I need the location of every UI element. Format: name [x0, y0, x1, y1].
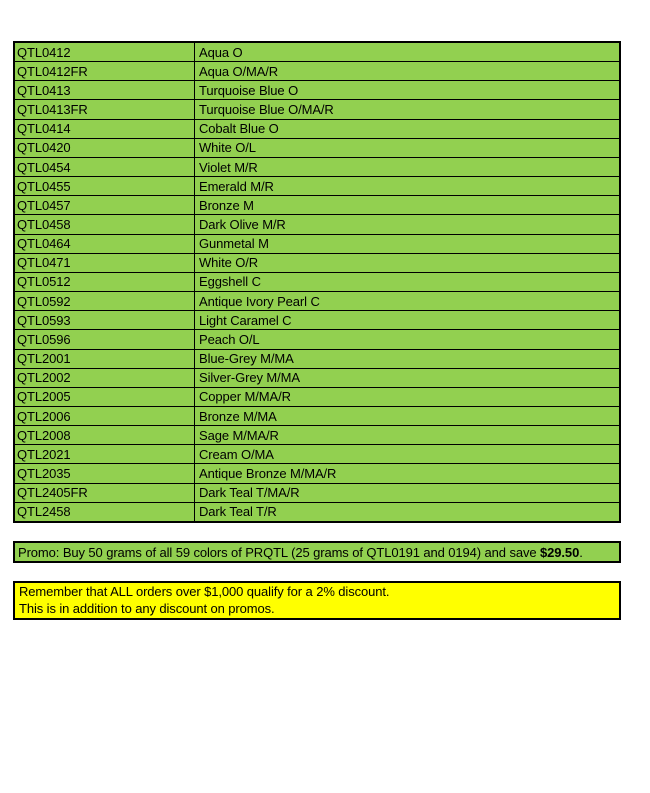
code-cell: QTL0457 — [15, 196, 195, 215]
table-row: QTL2405FR Dark Teal T/MA/R — [15, 482, 619, 502]
promo-text-end: . — [579, 544, 583, 560]
code-cell: QTL2006 — [15, 406, 195, 426]
description-cell: Dark Teal T/R — [199, 504, 277, 520]
note-line: Remember that ALL orders over $1,000 qua… — [19, 584, 390, 599]
table-row: QTL0413FR Turquoise Blue O/MA/R — [15, 99, 619, 119]
table-row: QTL0420 White O/L — [15, 137, 619, 157]
description-cell: Antique Ivory Pearl C — [199, 293, 320, 309]
description-cell: Eggshell C — [199, 274, 261, 290]
description-cell: Blue-Grey M/MA — [199, 351, 294, 367]
code-cell: QTL2005 — [15, 387, 195, 406]
table-row: QTL0414 Cobalt Blue O — [15, 118, 619, 138]
code-cell: QTL0471 — [15, 253, 195, 272]
code-cell: QTL0420 — [15, 138, 195, 157]
table-row: QTL0512 Eggshell C — [15, 271, 619, 292]
description-cell: Dark Olive M/R — [199, 216, 286, 232]
table-row: QTL0454 Violet M/R — [15, 156, 619, 177]
code-cell: QTL2008 — [15, 426, 195, 445]
code-cell: QTL0464 — [15, 234, 195, 253]
description-cell: Turquoise Blue O — [199, 82, 299, 98]
description-cell: White O/R — [199, 255, 259, 271]
code-cell: QTL2021 — [15, 445, 195, 464]
code-cell: QTL2002 — [15, 368, 195, 387]
table-row: QTL2006 Bronze M/MA — [15, 405, 619, 426]
table-row: QTL0412FR Aqua O/MA/R — [15, 61, 619, 81]
code-cell: QTL0593 — [15, 311, 195, 330]
table-row: QTL0458 Dark Olive M/R — [15, 214, 619, 234]
description-cell: Aqua O — [199, 44, 243, 60]
note-line: This is in addition to any discount on p… — [19, 600, 275, 616]
table-row: QTL0471 White O/R — [15, 252, 619, 272]
code-cell: QTL0458 — [15, 215, 195, 234]
code-cell: QTL0413FR — [15, 100, 195, 119]
description-cell: Aqua O/MA/R — [199, 63, 279, 79]
table-row: QTL0455 Emerald M/R — [15, 176, 619, 196]
description-cell: Antique Bronze M/MA/R — [199, 466, 337, 482]
code-cell: QTL0454 — [15, 157, 195, 177]
promo-amount: $29.50 — [540, 544, 580, 560]
code-cell: QTL0592 — [15, 292, 195, 311]
table-row: QTL2005 Copper M/MA/R — [15, 386, 619, 406]
code-cell: QTL0414 — [15, 119, 195, 138]
table-row: QTL2008 Sage M/MA/R — [15, 425, 619, 445]
code-cell: QTL2405FR — [15, 483, 195, 502]
table-row: QTL2035 Antique Bronze M/MA/R — [15, 463, 619, 483]
table-row: QTL2021 Cream O/MA — [15, 444, 619, 464]
table-row: QTL0464 Gunmetal M — [15, 233, 619, 253]
description-cell: White O/L — [199, 140, 256, 156]
table-row: QTL0457 Bronze M — [15, 195, 619, 215]
description-cell: Gunmetal M — [199, 236, 269, 252]
code-cell: QTL2458 — [15, 502, 195, 521]
promo-banner: Promo: Buy 50 grams of all 59 colors of … — [13, 541, 621, 563]
description-cell: Violet M/R — [199, 159, 258, 175]
table-row: QTL0593 Light Caramel C — [15, 310, 619, 330]
code-cell: QTL0455 — [15, 177, 195, 196]
description-cell: Copper M/MA/R — [199, 389, 291, 405]
description-cell: Light Caramel C — [199, 312, 292, 328]
table-row: QTL2458 Dark Teal T/R — [15, 501, 619, 521]
description-cell: Cobalt Blue O — [199, 121, 279, 137]
code-cell: QTL0596 — [15, 330, 195, 349]
description-cell: Cream O/MA — [199, 446, 274, 462]
description-cell: Turquoise Blue O/MA/R — [199, 102, 334, 118]
description-cell: Silver-Grey M/MA — [199, 370, 300, 386]
table-row: QTL2002 Silver-Grey M/MA — [15, 367, 619, 387]
code-cell: QTL0412FR — [15, 62, 195, 81]
description-cell: Peach O/L — [199, 331, 260, 347]
table-row: QTL0413 Turquoise Blue O — [15, 80, 619, 100]
code-cell: QTL2001 — [15, 349, 195, 368]
code-cell: QTL0512 — [15, 272, 195, 292]
table-row: QTL0412 Aqua O — [15, 43, 619, 62]
code-cell: QTL0413 — [15, 81, 195, 100]
description-cell: Sage M/MA/R — [199, 427, 279, 443]
table-row: QTL0596 Peach O/L — [15, 329, 619, 349]
table-row: QTL2001 Blue-Grey M/MA — [15, 348, 619, 368]
description-cell: Dark Teal T/MA/R — [199, 485, 300, 501]
discount-note-box: Remember that ALL orders over $1,000 qua… — [13, 581, 621, 620]
code-cell: QTL0412 — [15, 43, 195, 62]
description-cell: Bronze M — [199, 197, 254, 213]
code-cell: QTL2035 — [15, 464, 195, 483]
description-cell: Emerald M/R — [199, 178, 274, 194]
color-table: QTL0412 Aqua O QTL0412FR Aqua O/MA/R QTL0413… — [13, 41, 621, 523]
description-cell: Bronze M/MA — [199, 408, 277, 424]
table-row: QTL0592 Antique Ivory Pearl C — [15, 291, 619, 311]
promo-text: Promo: Buy 50 grams of all 59 colors of … — [18, 544, 541, 560]
